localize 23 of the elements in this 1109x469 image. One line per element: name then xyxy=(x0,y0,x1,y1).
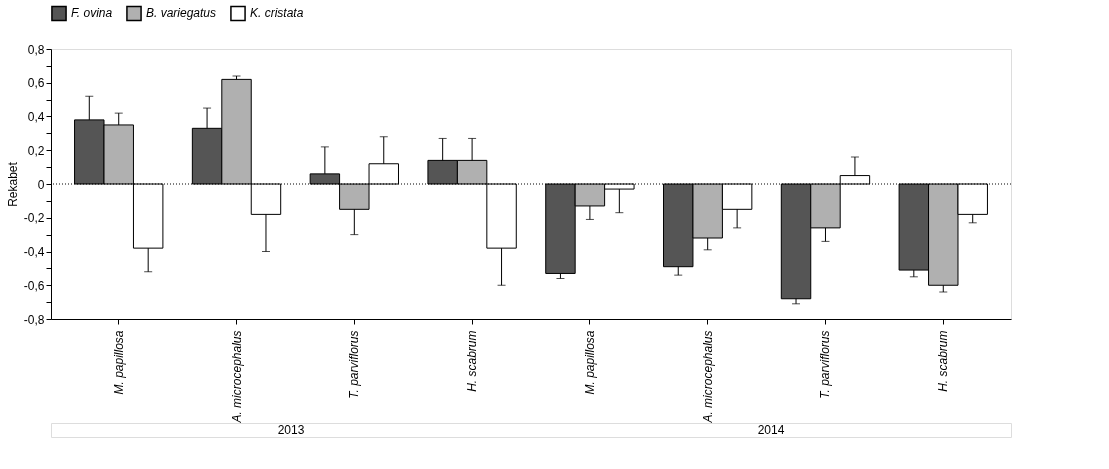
x-tick-label: A. microcephalus xyxy=(700,330,715,424)
y-tick-label: 0 xyxy=(37,177,45,192)
legend-label: K. cristata xyxy=(250,6,304,21)
x-tick-label: A. microcephalus xyxy=(229,330,244,424)
y-tick-label: -0,2 xyxy=(23,211,45,226)
x-tick-label: H. scabrum xyxy=(465,330,480,392)
y-tick-label: -0,6 xyxy=(23,278,45,293)
y-tick-label: 0,2 xyxy=(27,143,45,158)
text: 2013 xyxy=(277,423,305,437)
y-tick-label: -0,4 xyxy=(23,245,45,259)
y-tick-label: 0,6 xyxy=(27,76,45,91)
y-axis-title: Rekabet xyxy=(5,161,20,207)
legend-label: F. ovina xyxy=(71,6,113,21)
x-tick-label: H. scabrum xyxy=(936,330,951,392)
x-tick-label: T. parviflorus xyxy=(818,330,833,399)
y-tick-label: 0,4 xyxy=(27,110,45,124)
legend-label: B. variegatus xyxy=(146,6,217,21)
x-tick-label: T. parviflorus xyxy=(347,330,362,399)
x-tick-label: M. papillosa xyxy=(111,330,126,395)
y-tick-label: 0,8 xyxy=(27,42,45,57)
y-tick-label: -0,8 xyxy=(23,312,45,327)
text: 2014 xyxy=(757,423,785,437)
x-tick-label: M. papillosa xyxy=(582,330,597,395)
